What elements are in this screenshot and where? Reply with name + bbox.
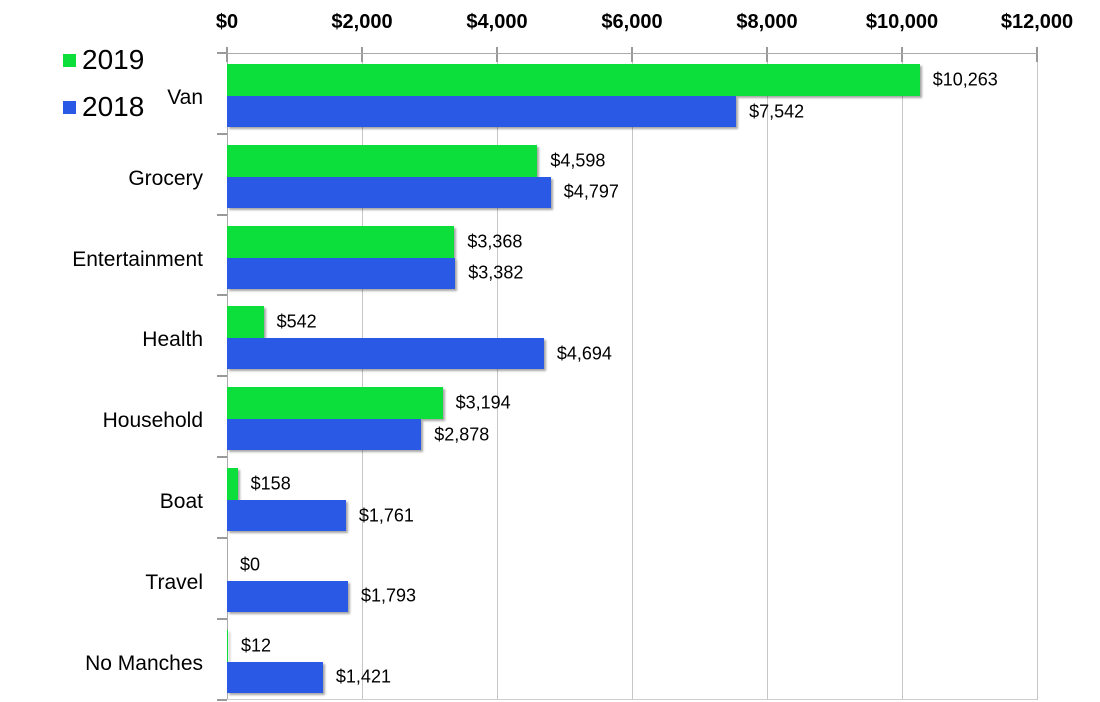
y-axis-tick-mark-3 [217, 294, 227, 297]
plot-top-frame [227, 53, 1037, 54]
y-axis-tick-mark-4 [217, 375, 227, 378]
value-label-2019-entertainment: $3,368 [467, 231, 523, 252]
x-axis-tick-mark-5 [901, 47, 903, 62]
x-axis-label-5: $10,000 [865, 11, 939, 33]
x-axis-label-0: $0 [215, 11, 239, 33]
bar-2018-no-manches [227, 661, 323, 693]
value-label-2018-household: $2,878 [434, 424, 490, 445]
bar-2018-boat [227, 500, 346, 532]
bar-2019-health [227, 306, 264, 339]
x-axis-tick-mark-6 [1036, 47, 1038, 62]
gridline-2 [496, 53, 498, 700]
x-axis-label-6: $12,000 [1000, 11, 1074, 33]
value-label-2019-grocery: $4,598 [550, 150, 606, 171]
category-label-travel: Travel [145, 570, 203, 594]
bar-2018-household [227, 419, 422, 451]
x-axis-tick-mark-4 [766, 47, 768, 62]
legend-entry-2019: 2019 [63, 45, 144, 75]
bar-2018-entertainment [227, 257, 456, 289]
category-label-van: Van [167, 86, 203, 109]
value-label-2018-travel: $1,793 [361, 585, 417, 606]
value-label-2019-no-manches: $12 [241, 635, 272, 656]
value-label-2019-health: $542 [276, 311, 317, 332]
x-axis-label-2: $4,000 [466, 11, 528, 33]
bar-2019-household [227, 387, 443, 420]
legend-swatch-2019 [63, 53, 76, 67]
bar-2018-grocery [227, 176, 551, 208]
gridline-5 [901, 53, 903, 700]
bar-2019-van [227, 64, 920, 96]
legend-label: 2019 [82, 44, 145, 75]
value-label-2019-van: $10,263 [932, 69, 998, 90]
gridline-3 [631, 53, 633, 700]
legend-swatch-2018 [63, 100, 76, 114]
bar-2018-van [227, 96, 737, 127]
category-label-grocery: Grocery [128, 166, 203, 190]
x-axis-tick-mark-0 [226, 47, 228, 62]
value-label-2018-entertainment: $3,382 [468, 262, 524, 283]
value-label-2019-travel: $0 [240, 554, 261, 575]
value-label-2018-health: $4,694 [556, 343, 612, 364]
x-axis-label-4: $8,000 [736, 11, 798, 33]
gridline-0 [226, 53, 228, 700]
y-axis-tick-mark-5 [217, 456, 227, 459]
x-axis-label-1: $2,000 [331, 11, 393, 33]
value-label-2019-household: $3,194 [455, 392, 511, 413]
value-label-2019-boat: $158 [250, 473, 291, 494]
value-label-2018-boat: $1,761 [358, 505, 414, 526]
y-axis-tick-mark-7 [217, 617, 227, 620]
bar-2019-grocery [227, 144, 538, 177]
gridline-6 [1036, 53, 1038, 700]
y-axis-tick-mark-6 [217, 536, 227, 539]
x-axis-tick-mark-2 [496, 47, 498, 62]
category-label-household: Household [102, 409, 203, 433]
plot-bottom-frame [227, 698, 1037, 700]
value-label-2018-no-manches: $1,421 [335, 666, 391, 687]
y-axis-tick-mark-8 [217, 698, 227, 701]
x-axis-tick-mark-3 [631, 47, 633, 62]
category-label-health: Health [142, 328, 203, 352]
category-label-entertainment: Entertainment [72, 247, 203, 271]
bar-2018-travel [227, 580, 349, 612]
y-axis-tick-mark-0 [217, 52, 227, 54]
legend-entry-2018: 2018 [63, 92, 144, 122]
y-axis-tick-mark-2 [217, 213, 227, 216]
gridline-1 [361, 53, 363, 700]
bar-2019-no-manches [227, 629, 228, 662]
x-axis-label-3: $6,000 [601, 11, 663, 33]
legend-label: 2018 [82, 91, 145, 122]
gridline-4 [766, 53, 768, 700]
category-label-boat: Boat [159, 490, 203, 514]
bar-2018-health [227, 338, 544, 370]
x-axis-tick-mark-1 [361, 47, 363, 62]
value-label-2018-grocery: $4,797 [563, 181, 619, 202]
category-label-no-manches: No Manches [85, 651, 203, 675]
bar-2019-boat [227, 468, 238, 501]
y-axis-tick-mark-1 [217, 132, 227, 135]
value-label-2018-van: $7,542 [749, 101, 805, 121]
bar-2019-entertainment [227, 225, 455, 258]
